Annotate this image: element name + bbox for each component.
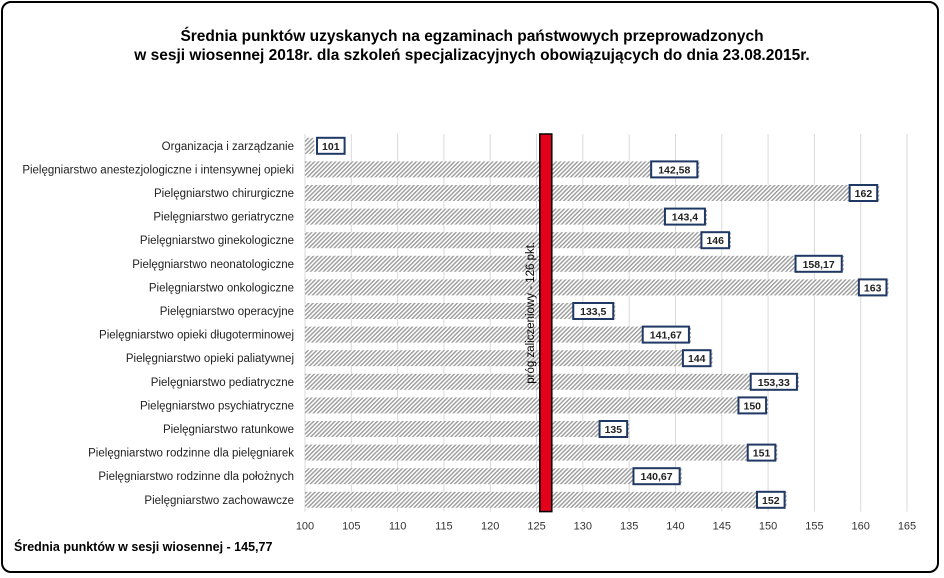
threshold-bar (539, 133, 553, 513)
x-tick-label: 150 (759, 521, 777, 533)
bar (305, 279, 889, 296)
category-label: Pielęgniarstwo zachowawcze (144, 495, 294, 507)
x-tick-label: 135 (620, 521, 638, 533)
category-label: Pielęgniarstwo opieki długoterminowej (99, 330, 294, 342)
category-labels: Organizacja i zarządzanie Pielęgniarstwo … (22, 141, 294, 507)
x-tick-label: 105 (342, 521, 360, 533)
value-label: 153,33 (758, 377, 790, 389)
category-label: Pielęgniarstwo rodzinne dla pielęgniarek (88, 448, 294, 460)
bar (305, 350, 713, 367)
value-label-box (650, 160, 699, 179)
value-label: 142,58 (658, 164, 690, 176)
value-label-box (632, 467, 681, 486)
category-label: Pielęgniarstwo geriatryczne (153, 212, 294, 224)
value-label: 163 (864, 282, 882, 294)
category-label: Pielęgniarstwo ginekologiczne (140, 235, 294, 247)
category-label: Pielęgniarstwo psychiatryczne (140, 400, 294, 412)
value-label-box (737, 396, 768, 415)
value-label-box (794, 254, 843, 273)
bar (305, 397, 769, 414)
value-label-box (572, 302, 615, 320)
value-label-box (598, 420, 629, 438)
chart-title-line-1: Średnia punktów uzyskanych na egzaminach… (180, 28, 764, 45)
value-label: 135 (605, 424, 623, 436)
bar (305, 326, 691, 343)
value-label-box (848, 184, 879, 202)
bars (305, 137, 889, 508)
x-tick-label: 120 (481, 521, 499, 533)
value-label: 101 (322, 141, 340, 153)
bar (305, 232, 732, 249)
category-label: Pielęgniarstwo pediatryczne (151, 377, 294, 389)
value-label-box (746, 443, 777, 462)
category-label: Pielęgniarstwo chirurgiczne (154, 188, 294, 200)
value-label-box (700, 231, 731, 250)
value-label: 140,67 (641, 471, 673, 483)
value-label: 133,5 (580, 306, 606, 318)
bar (305, 185, 880, 201)
x-tick-label: 110 (389, 521, 407, 533)
x-tick-label: 160 (852, 521, 870, 533)
x-tick-label: 145 (713, 521, 731, 533)
bar (305, 468, 682, 485)
x-tick-label: 165 (898, 521, 916, 533)
category-label: Pielęgniarstwo ratunkowe (163, 424, 294, 436)
x-tick-label: 115 (435, 521, 453, 533)
bar (305, 303, 616, 319)
value-label-box (681, 349, 712, 368)
threshold-line: próg zaliczeniowy - 126 pkt. (525, 133, 553, 513)
bar (305, 137, 315, 154)
value-label-box (641, 325, 690, 344)
category-label: Pielęgniarstwo opieki paliatywnej (126, 353, 294, 365)
category-label: Pielęgniarstwo onkologiczne (149, 282, 294, 294)
average-summary: Średnia punktów w sesji wiosennej - 145,… (14, 540, 273, 554)
bar (305, 421, 630, 437)
bar (305, 208, 707, 225)
value-label: 162 (855, 188, 873, 200)
bar (305, 255, 844, 272)
x-axis-ticks: 100 105 110 115 120 125 130 135 140 145 150 155 160 1… (296, 521, 916, 533)
value-label: 158,17 (803, 259, 835, 271)
threshold-label: próg zaliczeniowy - 126 pkt. (525, 242, 537, 384)
category-label: Pielęgniarstwo neonatologiczne (132, 259, 294, 271)
x-tick-label: 140 (666, 521, 684, 533)
value-label: 150 (744, 400, 762, 412)
bar (305, 161, 700, 178)
category-label: Pielęgniarstwo anestezjologiczne i inten… (22, 164, 294, 176)
value-label-box (749, 372, 798, 391)
value-label: 141,67 (650, 330, 682, 342)
value-label: 152 (762, 495, 780, 507)
category-label: Organizacja i zarządzanie (162, 141, 294, 153)
category-label: Pielęgniarstwo operacyjne (160, 306, 294, 318)
chart-title-line-2: w sesji wiosennej 2018r. dla szkoleń spe… (134, 47, 810, 64)
value-label-box (756, 490, 786, 509)
value-label: 144 (688, 353, 706, 365)
x-tick-label: 100 (296, 521, 314, 533)
value-label: 143,4 (672, 212, 698, 224)
value-label: 146 (706, 235, 724, 247)
value-label: 151 (753, 448, 771, 460)
value-labels: 101 142,58 162 143,4 146 158,17 163 133,5 141,67… (316, 136, 888, 509)
value-label-box (663, 207, 706, 226)
value-label-box (316, 136, 346, 155)
x-tick-label: 130 (574, 521, 592, 533)
x-tick-label: 125 (527, 521, 545, 533)
category-label: Pielęgniarstwo rodzinne dla położnych (98, 471, 294, 483)
x-tick-label: 155 (805, 521, 823, 533)
value-label-box (857, 278, 888, 297)
